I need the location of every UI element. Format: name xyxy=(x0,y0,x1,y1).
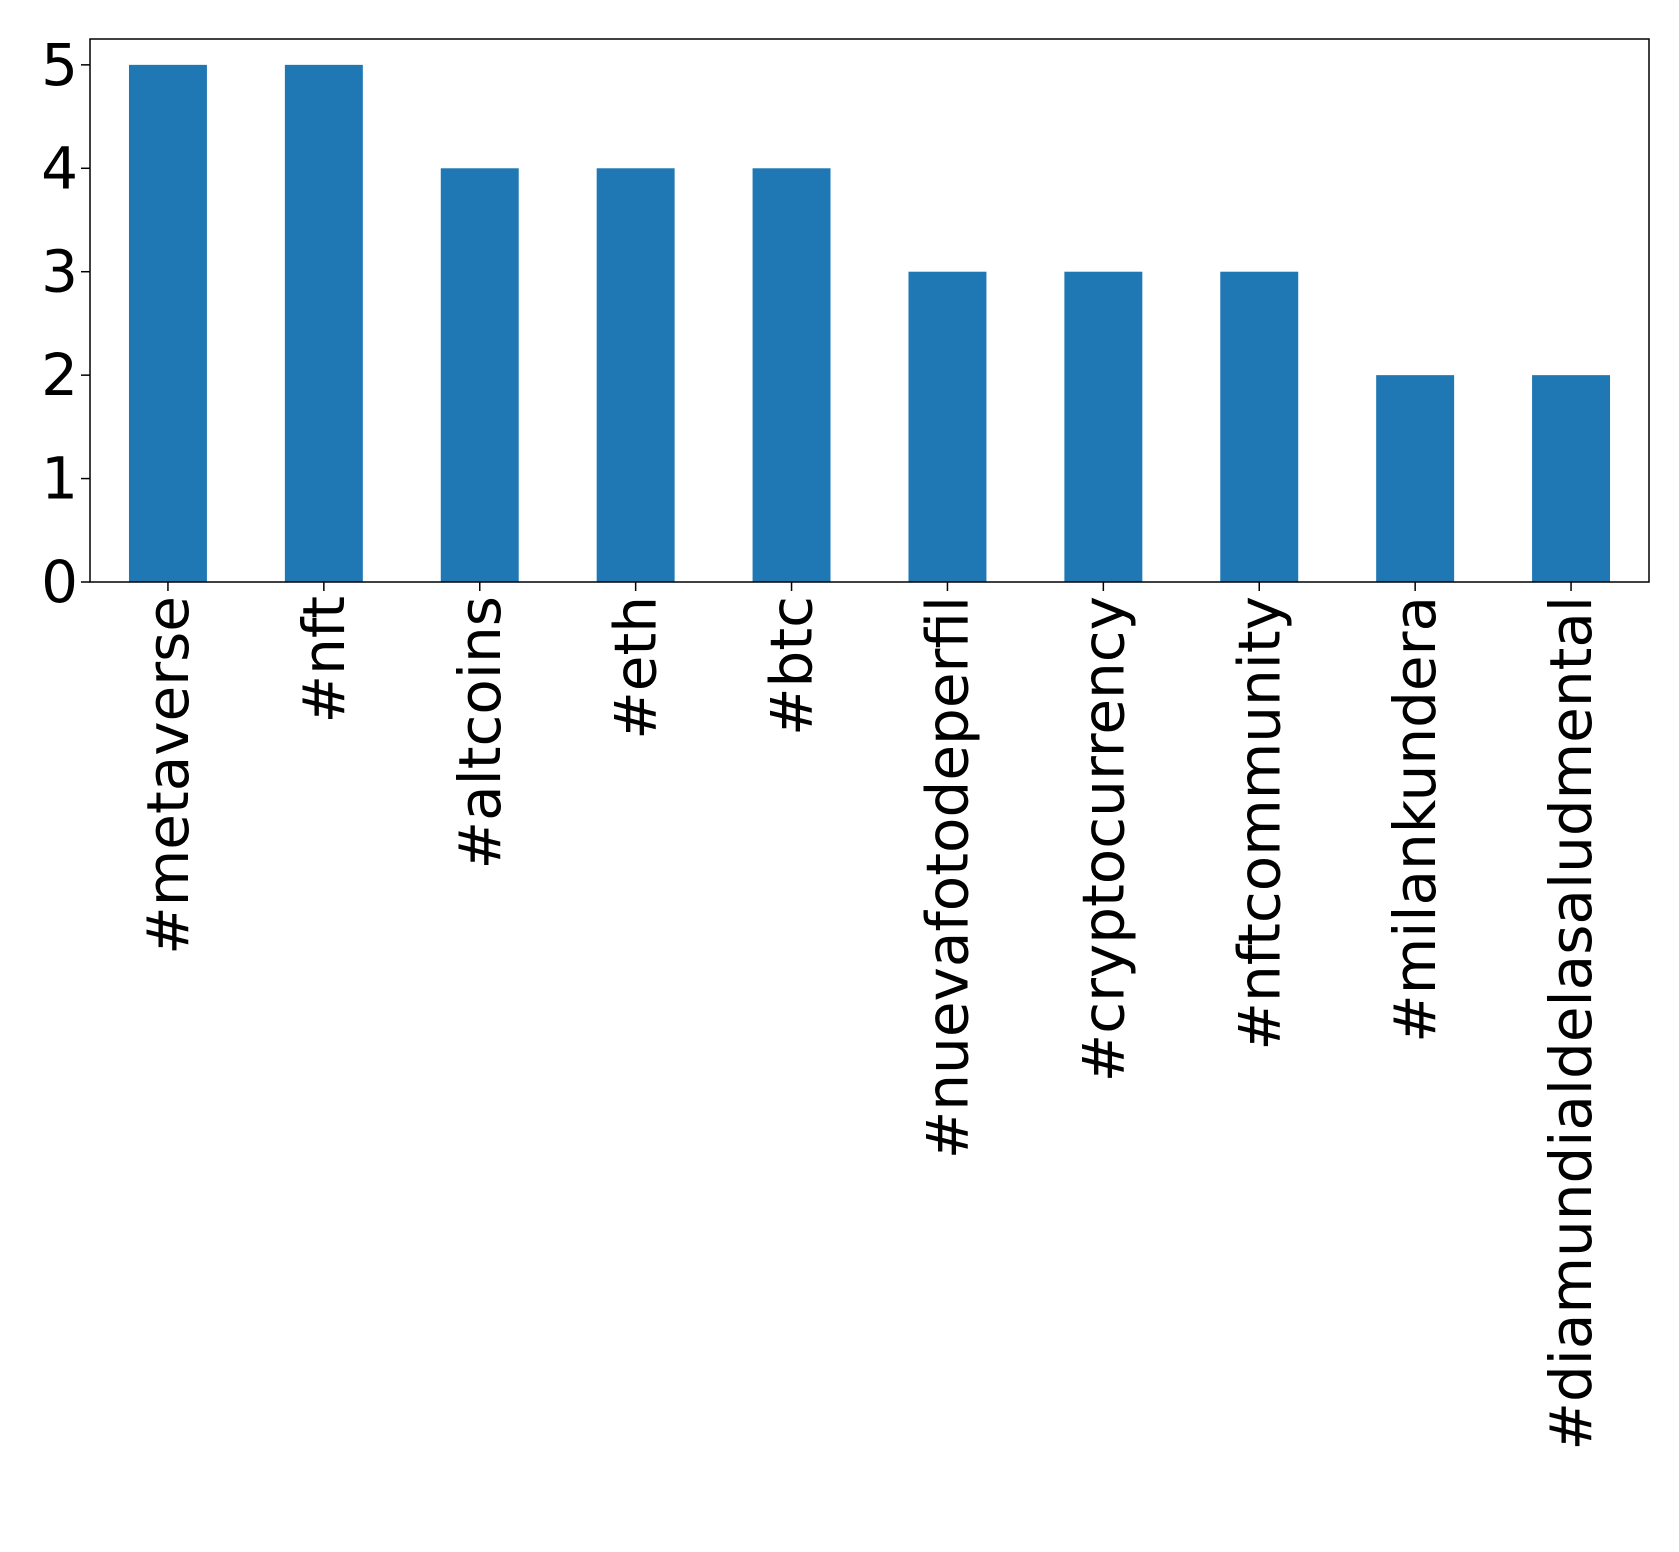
y-tick-label: 5 xyxy=(41,31,78,99)
y-tick-label: 2 xyxy=(41,341,78,409)
y-tick-label: 4 xyxy=(41,134,78,202)
bar xyxy=(128,64,207,583)
x-tick-label: #nuevafotodeperfil xyxy=(913,596,981,1159)
y-axis: 0 1 2 3 4 5 xyxy=(41,31,90,616)
x-tick-label: #altcoins xyxy=(446,596,514,869)
bar xyxy=(596,168,675,583)
bar xyxy=(1220,271,1299,582)
x-tick-label: #metaverse xyxy=(134,596,202,955)
bar xyxy=(908,271,987,582)
y-tick-label: 3 xyxy=(41,238,78,306)
bar xyxy=(440,168,519,583)
x-axis: #metaverse #nft #altcoins #eth #btc #nuevafot… xyxy=(134,582,1605,1451)
bar-group xyxy=(128,64,1611,583)
bar xyxy=(752,168,831,583)
y-tick-label: 0 xyxy=(41,548,78,616)
bar xyxy=(1064,271,1143,582)
x-tick-label: #eth xyxy=(602,596,670,740)
x-tick-label: #cryptocurrency xyxy=(1069,596,1137,1082)
x-tick-label: #nftcommunity xyxy=(1225,596,1293,1051)
bar xyxy=(1376,375,1455,582)
plot-frame xyxy=(89,38,1650,583)
x-tick-label: #diamundialdelasaludmental xyxy=(1537,596,1605,1451)
bar xyxy=(1532,375,1611,582)
x-tick-label: #nft xyxy=(290,596,358,724)
x-tick-label: #milankundera xyxy=(1381,596,1449,1043)
y-tick-label: 1 xyxy=(41,445,78,513)
bar xyxy=(284,64,363,583)
x-tick-label: #btc xyxy=(758,596,826,736)
